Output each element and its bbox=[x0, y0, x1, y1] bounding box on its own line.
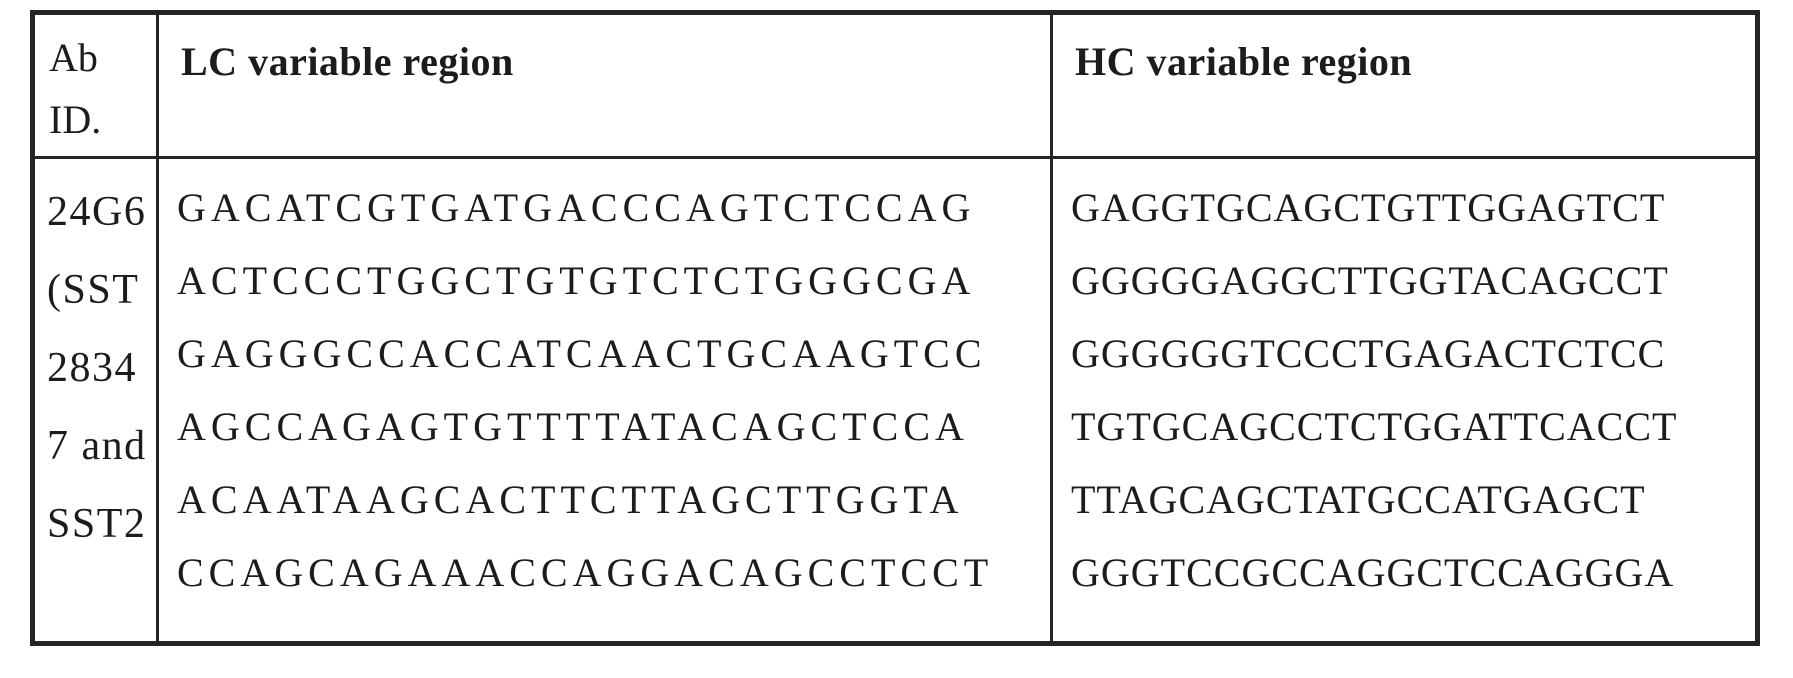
cell-ab-id: 24G6 (SST 2834 7 and SST2 bbox=[35, 159, 159, 641]
hc-sequence-line: GGGGGGTCCCTGAGACTCTCC bbox=[1071, 331, 1666, 376]
hc-sequence-line: GGGGGAGGCTTGGTACAGCCT bbox=[1071, 258, 1669, 303]
hc-sequence-line: GGGTCCGCCAGGCTCCAGGGA bbox=[1071, 550, 1675, 595]
lc-sequence-line: ACTCCCTGGCTGTGTCTCTGGGCGA bbox=[177, 258, 976, 303]
lc-sequence-line: GACATCGTGATGACCCAGTCTCCAG bbox=[177, 185, 976, 230]
hc-sequence-line: TGTGCAGCCTCTGGATTCACCT bbox=[1071, 404, 1678, 449]
ab-id-line: 7 and bbox=[47, 423, 147, 469]
hc-sequence-line: TTAGCAGCTATGCCATGAGCT bbox=[1071, 477, 1646, 522]
antibody-sequence-table: Ab ID. LC variable region HC variable re… bbox=[30, 10, 1760, 646]
header-lc-variable-region: LC variable region bbox=[159, 15, 1053, 159]
cell-hc-sequence: GAGGTGCAGCTGTTGGAGTCT GGGGGAGGCTTGGTACAG… bbox=[1053, 159, 1755, 641]
lc-sequence-line: GAGGGCCACCATCAACTGCAAGTCC bbox=[177, 331, 987, 376]
hc-sequence-line: GAGGTGCAGCTGTTGGAGTCT bbox=[1071, 185, 1666, 230]
ab-id-line: 24G6 bbox=[47, 189, 147, 235]
ab-id-line: SST2 bbox=[47, 501, 147, 547]
header-ab-id-line: ID. bbox=[49, 97, 102, 142]
header-hc-variable-region: HC variable region bbox=[1053, 15, 1755, 159]
header-ab-id: Ab ID. bbox=[35, 15, 159, 159]
ab-id-line: 2834 bbox=[47, 345, 137, 391]
ab-id-line: (SST bbox=[47, 267, 140, 313]
lc-sequence-line: AGCCAGAGTGTTTTATACAGCTCCA bbox=[177, 404, 969, 449]
cell-lc-sequence: GACATCGTGATGACCCAGTCTCCAG ACTCCCTGGCTGTG… bbox=[159, 159, 1053, 641]
lc-sequence-line: ACAATAAGCACTTCTTAGCTTGGTA bbox=[177, 477, 964, 522]
lc-sequence-line: CCAGCAGAAACCAGGACAGCCTCCT bbox=[177, 550, 994, 595]
header-ab-id-line: Ab bbox=[49, 35, 98, 80]
